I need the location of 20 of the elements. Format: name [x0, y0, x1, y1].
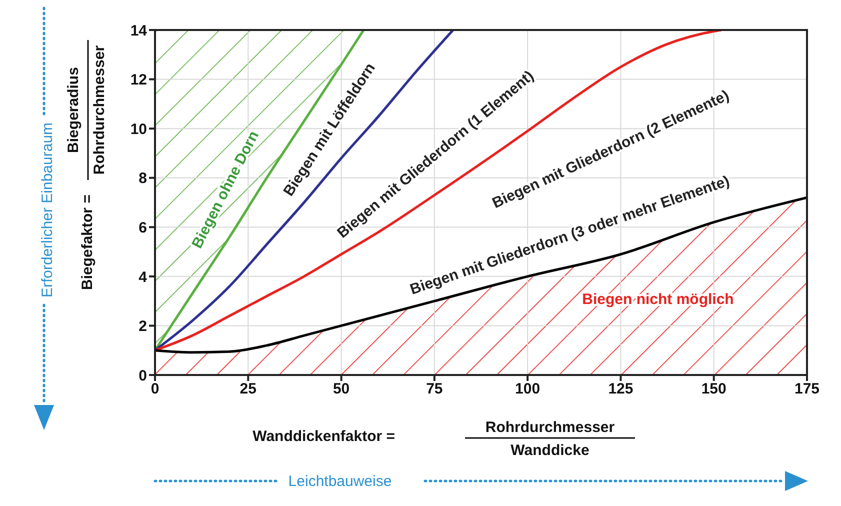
y-tick-label: 8	[138, 170, 147, 188]
y-tick-label: 4	[138, 268, 148, 286]
y-tick-label: 2	[138, 318, 147, 336]
y-tick-label: 0	[138, 367, 147, 384]
y-tick-label: 12	[130, 72, 147, 89]
text: Leichtbauweise	[288, 473, 392, 490]
x-tick-label: 50	[332, 380, 350, 398]
text: Biegefaktor = Biegeradius Rohrdurchmesser	[65, 45, 108, 290]
y-tick-label: 14	[130, 22, 148, 40]
x-tick-label: 125	[608, 380, 634, 398]
x-tick-label: 175	[794, 380, 820, 398]
x-tick-label: 0	[150, 380, 160, 398]
x-tick-label: 25	[240, 380, 256, 398]
text: Erforderlicher Einbauraum	[38, 122, 56, 298]
y-tick-label: 6	[138, 219, 147, 236]
x-tick-label: 150	[701, 380, 726, 398]
y-tick-label: 10	[130, 120, 147, 138]
x-tick-label: 100	[515, 380, 540, 398]
x-tick-label: 75	[426, 380, 443, 398]
text: Wanddickenfaktor = Rohrdurchmesser Wanddicke	[252, 419, 615, 459]
